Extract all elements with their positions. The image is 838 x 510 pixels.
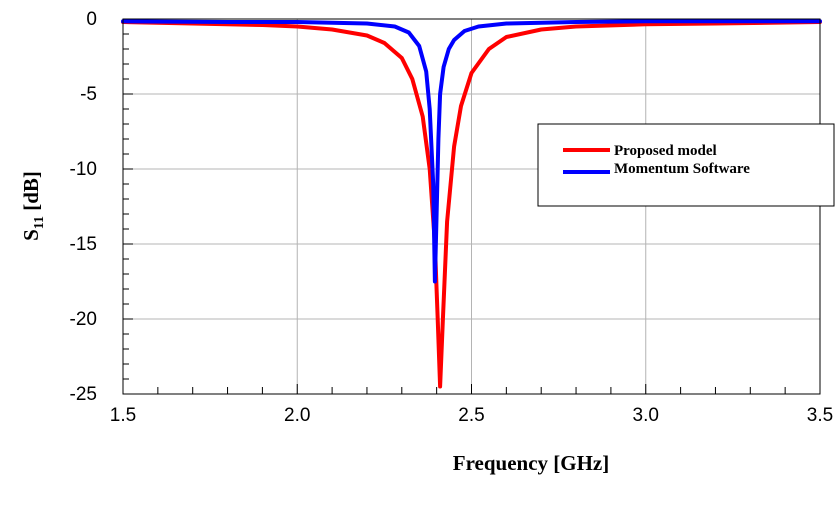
legend-label-momentum: Momentum Software (614, 161, 750, 177)
series-lines (121, 19, 822, 389)
legend-label-proposed: Proposed model (614, 143, 717, 159)
y-tick-label: -5 (80, 84, 97, 105)
y-axis-title-unit: [dB] (19, 171, 43, 216)
x-tick-label: 3.0 (633, 405, 659, 426)
y-tick-label: -10 (70, 159, 97, 180)
y-axis-title-sub: 11 (32, 216, 47, 229)
y-tick-label: 0 (86, 9, 97, 30)
x-tick-label: 1.5 (110, 405, 136, 426)
y-axis-title: S11 [dB] (19, 171, 47, 241)
x-tick-label: 2.0 (284, 405, 310, 426)
tick-marks (122, 18, 821, 395)
x-axis-title: Frequency [GHz] (453, 451, 610, 475)
y-tick-label: -20 (70, 309, 97, 330)
legend: Proposed model Momentum Software (537, 123, 835, 207)
x-tick-labels: 1.5 2.0 2.5 3.0 3.5 (110, 405, 833, 426)
y-tick-label: -15 (70, 234, 97, 255)
y-tick-labels: 0 -5 -10 -15 -20 -25 (70, 9, 97, 405)
series-line-momentum (121, 19, 822, 284)
x-tick-label: 2.5 (458, 405, 484, 426)
x-tick-label: 3.5 (807, 405, 833, 426)
series-line-proposed (121, 20, 822, 389)
y-tick-label: -25 (70, 384, 97, 405)
legend-box (537, 123, 835, 207)
y-axis-title-main: S (19, 229, 43, 241)
